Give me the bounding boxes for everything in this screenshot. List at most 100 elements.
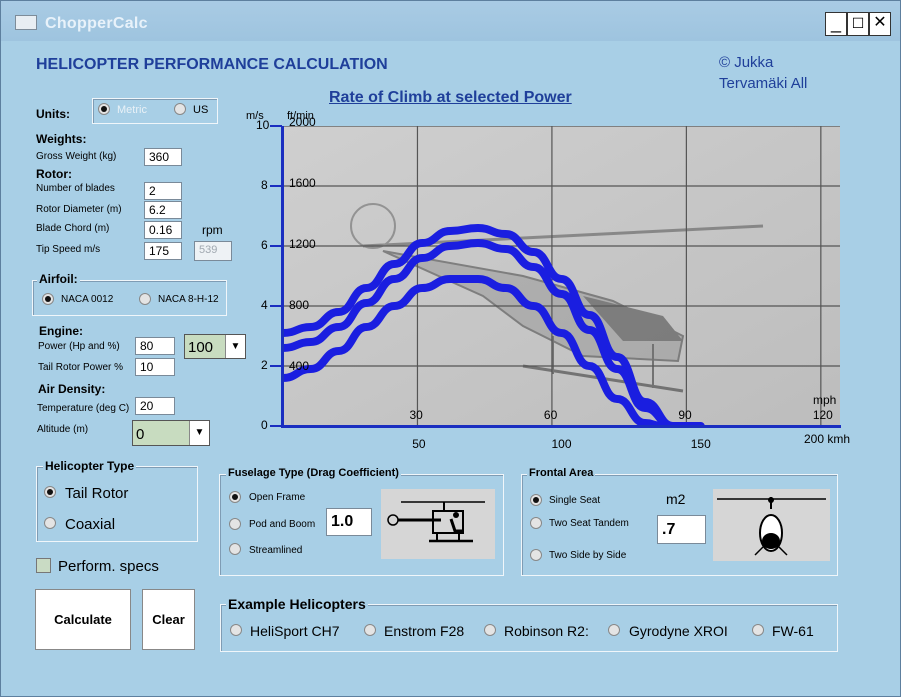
streamlined-label: Streamlined [249,545,303,556]
fuselage-title: Fuselage Type (Drag Coefficient) [226,467,401,479]
y-tick-mark [270,185,282,187]
y-tick-label-ms: 4 [261,298,268,312]
x-axis-line [281,425,841,428]
calculate-button[interactable]: Calculate [35,589,131,650]
y-tick-mark [270,425,282,427]
frontal-helicopter-image [713,489,830,561]
x-tick-label-mph: 30 [409,408,423,422]
gross-weight-input[interactable]: 360 [144,148,182,166]
gross-weight-label: Gross Weight (kg) [36,151,117,162]
rpm-value-field: 539 [194,241,232,261]
example-radio-robinson[interactable] [484,624,496,636]
engine-heading: Engine: [39,324,83,338]
rotor-heading: Rotor: [36,167,72,181]
x-axis-unit-mph: mph [813,393,837,407]
example-radio-fw61[interactable] [752,624,764,636]
altitude-value: 0 [136,426,145,443]
example-radio-gyrodyne[interactable] [608,624,620,636]
perform-specs-checkbox[interactable] [36,558,51,573]
chevron-down-icon[interactable]: ▼ [189,421,209,445]
units-metric-radio[interactable] [98,103,110,115]
y-tick-mark [270,365,282,367]
coaxial-label: Coaxial [65,516,116,533]
units-label: Units: [36,107,70,121]
air-density-heading: Air Density: [38,382,106,396]
units-group [92,98,218,124]
y-tick-label-ftmin: 1600 [289,176,316,191]
pod-and-boom-label: Pod and Boom [249,519,316,530]
airfoil-naca8h12-label: NACA 8-H-12 [158,294,219,305]
example-label-enstrom: Enstrom F28 [384,623,465,639]
two-seat-tandem-radio[interactable] [530,517,542,529]
units-us-label: US [193,104,209,116]
helicopter-app-icon [15,15,37,30]
blades-input[interactable]: 2 [144,182,182,200]
y-tick-label-ms: 6 [261,238,268,252]
pod-and-boom-radio[interactable] [229,518,241,530]
y-tick-label-ftmin: 1200 [289,237,316,252]
tail-rotor-radio[interactable] [44,486,56,498]
frontal-area-group [521,474,838,576]
perform-specs-label: Perform. specs [58,558,159,575]
y-tick-label-ms: 8 [261,178,268,192]
x-tick-label-kmh: 150 [690,437,711,451]
streamlined-radio[interactable] [229,543,241,555]
copyright-line-2: Tervamäki All [719,75,808,92]
y-tick-label-ms: 10 [256,118,270,132]
maximize-button[interactable]: ☐ [847,12,869,36]
y-tick-label-ftmin: 400 [289,359,310,374]
clear-button[interactable]: Clear [142,589,195,650]
airfoil-group [32,280,227,316]
open-frame-helicopter-image [381,489,495,559]
two-side-by-side-label: Two Side by Side [549,550,627,561]
power-label: Power (Hp and %) [38,341,120,352]
airfoil-naca0012-label: NACA 0012 [61,294,114,305]
frontal-area-field[interactable]: .7 [657,515,706,544]
power-percent-dropdown[interactable]: 100 ▼ [184,334,246,359]
x-tick-label-kmh: 50 [412,437,426,451]
page-heading: HELICOPTER PERFORMANCE CALCULATION [36,56,388,73]
tail-rotor-power-input[interactable]: 10 [135,358,175,376]
open-frame-radio[interactable] [229,491,241,503]
rotor-diameter-label: Rotor Diameter (m) [36,204,122,215]
two-side-by-side-radio[interactable] [530,549,542,561]
minimize-button[interactable]: _ [825,12,847,36]
tail-rotor-power-label: Tail Rotor Power % [38,362,124,373]
rate-of-climb-curve-3 [283,275,666,426]
temperature-input[interactable]: 20 [135,397,175,415]
tip-speed-input[interactable]: 175 [144,242,182,260]
chart-title: Rate of Climb at selected Power [329,89,572,106]
x-tick-label-mph: 120 [812,408,833,422]
drag-coefficient-field[interactable]: 1.0 [326,508,372,536]
x-tick-label-mph: 60 [543,408,558,422]
y-axis-unit-ms: m/s [246,110,264,122]
close-button[interactable]: ✕ [869,12,891,36]
y-tick-mark [270,305,282,307]
y-tick-label-ms: 0 [261,418,268,432]
example-helicopters-title: Example Helicopters [226,596,368,612]
single-seat-radio[interactable] [530,494,542,506]
y-tick-label-ftmin: 2000 [289,115,316,130]
title-bar[interactable]: ChopperCalc _ ☐ ✕ [1,1,900,41]
chevron-down-icon[interactable]: ▼ [225,335,245,358]
frontal-area-title: Frontal Area [527,467,596,479]
altitude-dropdown[interactable]: 0 ▼ [132,420,210,446]
altitude-label: Altitude (m) [37,424,89,435]
y-tick-mark [270,125,282,127]
blade-chord-label: Blade Chord (m) [36,223,110,234]
temperature-label: Temperature (deg C) [37,403,130,414]
example-radio-helisport[interactable] [230,624,242,636]
y-tick-label-ms: 2 [261,358,268,372]
airfoil-naca0012-radio[interactable] [42,293,54,305]
frontal-area-unit: m2 [666,491,686,507]
blade-chord-input[interactable]: 0.16 [144,221,182,239]
single-seat-label: Single Seat [549,495,601,506]
power-input[interactable]: 80 [135,337,175,355]
example-radio-enstrom[interactable] [364,624,376,636]
x-tick-label-mph: 90 [678,408,692,422]
example-label-helisport: HeliSport CH7 [250,623,340,639]
rotor-diameter-input[interactable]: 6.2 [144,201,182,219]
coaxial-radio[interactable] [44,517,56,529]
units-us-radio[interactable] [174,103,186,115]
airfoil-naca8h12-radio[interactable] [139,293,151,305]
